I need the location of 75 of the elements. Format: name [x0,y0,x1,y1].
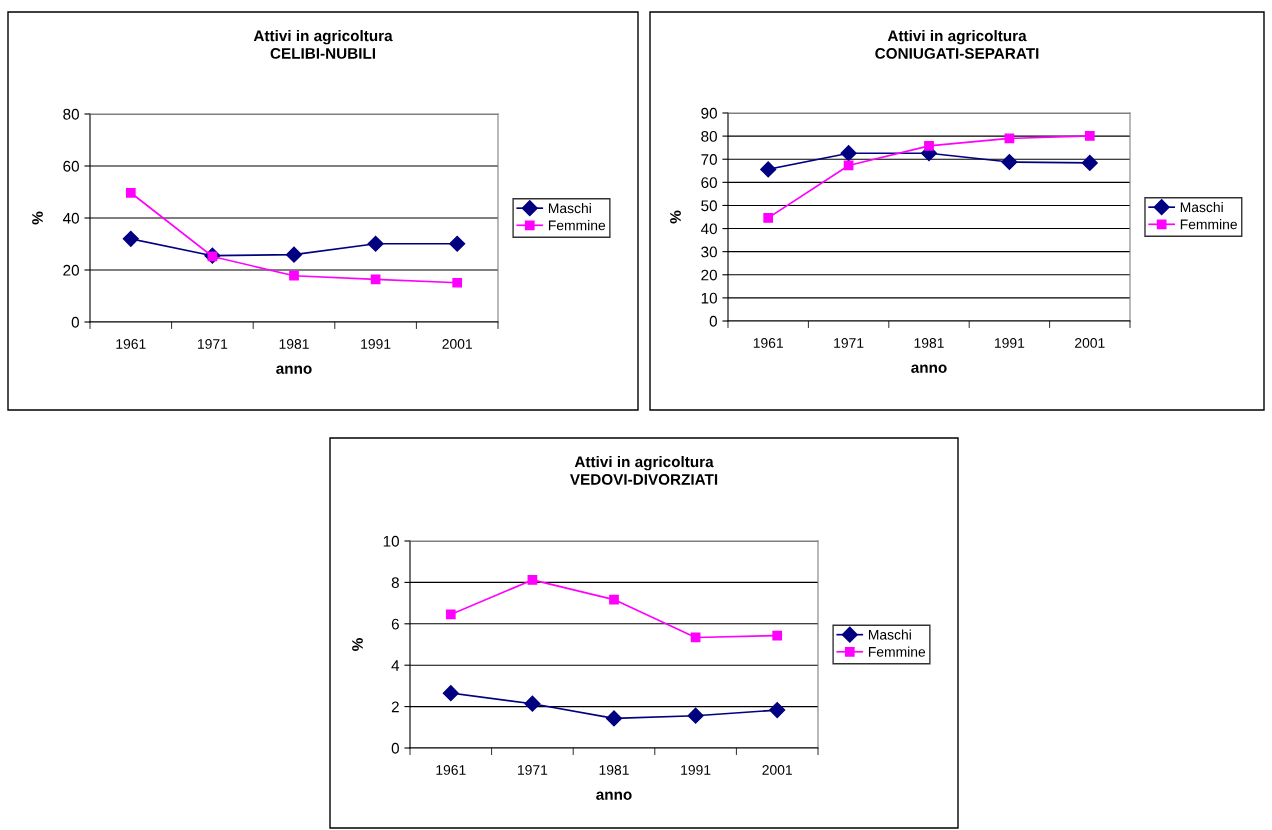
x-tick-label: 1981 [279,339,309,349]
y-tick-label: 70 [701,154,717,165]
y-tick-label: 60 [63,160,79,172]
point [367,235,384,252]
y-axis-title: % [670,210,681,224]
y-axis-title: % [32,211,43,225]
point [445,609,456,620]
point [449,235,466,252]
y-tick-label: 30 [701,246,717,258]
x-tick-label: 1981 [914,338,944,348]
point [840,145,857,162]
point [1001,153,1018,171]
x-tick-label: 1981 [599,765,629,775]
x-tick-label: 1961 [753,338,783,348]
x-tick-label: 1961 [116,339,146,349]
y-tick-label: 40 [62,212,79,224]
y-tick-label: 50 [701,200,717,212]
y-tick-label: 6 [391,618,399,630]
point [763,213,774,223]
y-tick-label: 20 [701,269,717,281]
x-axis-title: anno [911,364,947,373]
x-tick-label: 1971 [518,765,548,775]
legend-label: Femmine [548,220,606,231]
y-tick-label: 8 [391,577,399,589]
y-tick-label: 2 [391,701,399,713]
y-tick-label: 0 [391,742,399,754]
y-tick-label: 10 [701,292,717,304]
point [370,274,381,285]
x-tick-label: 1971 [834,338,864,348]
legend-label: Femmine [1180,219,1237,230]
y-tick-label: 90 [701,107,717,119]
point [125,187,136,198]
legend-label: Femmine [868,646,926,657]
point [452,277,463,288]
point [1081,154,1098,171]
legend-label: Maschi [1180,201,1223,213]
point [122,230,139,247]
y-tick-label: 4 [391,660,400,671]
legend-label: Maschi [868,629,911,640]
y-tick-label: 40 [700,223,717,235]
x-axis-title: anno [596,791,632,800]
point [769,702,786,719]
point [442,685,459,702]
x-tick-label: 2001 [442,339,472,349]
x-tick-label: 1961 [436,765,466,775]
x-tick-label: 1991 [995,338,1025,348]
x-tick-label: 1991 [681,765,711,775]
point [527,575,538,585]
chart-title: Attivi in agricoltura VEDOVI-DIVORZIATI [569,456,718,485]
point [605,710,623,727]
x-tick-label: 1971 [198,339,228,349]
legend-label: Maschi [548,202,591,214]
chart-title: Attivi in agricoltura CELIBI-NUBILI [253,30,393,59]
point [1084,131,1095,141]
y-tick-label: 10 [383,535,399,547]
x-tick-label: 2001 [762,765,792,775]
point [524,695,541,712]
point [609,594,619,605]
point [285,246,303,263]
point [687,707,704,724]
y-tick-label: 80 [701,130,717,142]
point [924,140,934,151]
y-tick-label: 0 [709,315,717,327]
x-tick-label: 1991 [361,339,391,349]
point [772,630,783,641]
y-axis-title: % [352,638,363,651]
y-tick-label: 80 [63,108,79,120]
y-tick-label: 0 [71,316,79,328]
point [760,161,777,178]
y-tick-label: 20 [63,264,79,276]
x-axis-title: anno [276,365,312,374]
chart-title: Attivi in agricoltura CONIUGATI-SEPARATI [875,30,1039,59]
y-tick-label: 60 [701,177,717,189]
x-tick-label: 2001 [1075,338,1105,348]
point [289,270,299,281]
